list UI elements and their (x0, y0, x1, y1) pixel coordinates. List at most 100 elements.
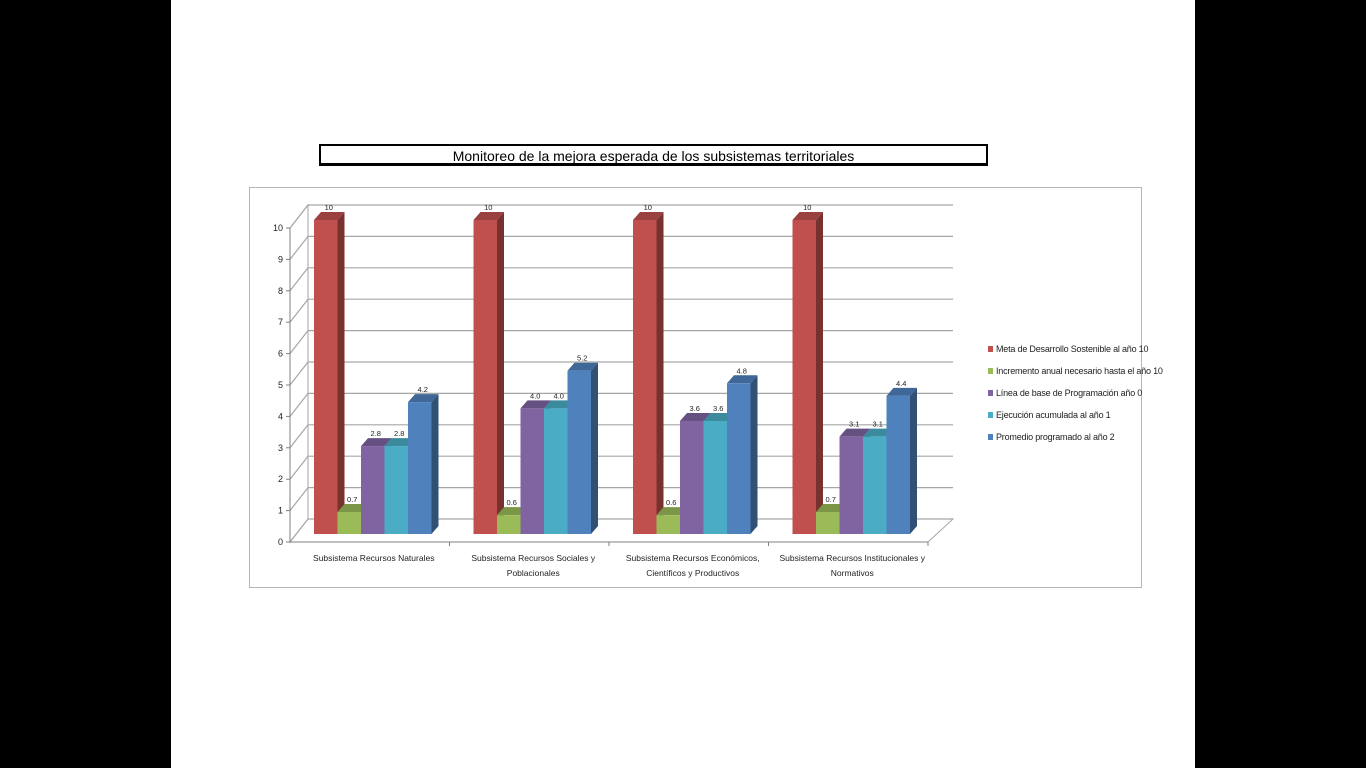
data-label: 4.8 (737, 366, 747, 375)
gridline-depth (289, 487, 309, 511)
bar-top (656, 507, 687, 516)
y-tick-label: 4 (278, 411, 283, 421)
bar (337, 512, 361, 534)
legend-item: Meta de Desarrollo Sostenible al año 10 (988, 338, 1149, 360)
data-label: 3.6 (690, 404, 700, 413)
bar-side (656, 212, 664, 534)
bar-side (337, 212, 345, 534)
bar (384, 446, 408, 534)
bar-side (591, 362, 598, 534)
bar-side (497, 212, 504, 534)
gridline-depth (289, 361, 309, 386)
bar-side (431, 394, 439, 534)
slide: Monitoreo de la mejora esperada de los s… (171, 0, 1195, 768)
bar-top (314, 212, 345, 220)
bar (792, 220, 816, 534)
y-tick-label: 3 (278, 443, 283, 453)
bar-top (497, 507, 528, 516)
bar (656, 515, 680, 534)
gridline-depth (289, 298, 309, 323)
legend-item: Promedio programado al año 2 (988, 426, 1142, 448)
legend-swatch (988, 412, 993, 418)
data-label: 10 (325, 203, 333, 212)
gridline-depth (289, 236, 309, 260)
bar (680, 420, 704, 534)
data-label: 4.0 (554, 391, 564, 400)
data-label: 3.6 (713, 404, 723, 413)
y-tick-label: 10 (273, 223, 283, 233)
bar-side (816, 212, 823, 534)
data-label: 2.8 (394, 429, 404, 438)
bar-top (633, 212, 664, 220)
bar-chart: 0 1 2 3 4 5 6 7 8 9 10 10 0.7 2.8 2.8 4.2 Subsistema Rec… (273, 203, 955, 578)
bar (886, 395, 910, 534)
x-tick-label: Subsistema Recursos Sociales y (471, 553, 596, 563)
bar (633, 220, 657, 534)
bar-top (703, 412, 734, 421)
bar-top (361, 438, 392, 447)
legend-swatch (988, 346, 993, 352)
bar (473, 220, 497, 534)
bar (497, 515, 521, 534)
bar (839, 436, 863, 534)
data-label: 0.6 (507, 498, 517, 507)
bar-top (816, 504, 847, 513)
bar-top (408, 394, 439, 403)
bar (863, 436, 887, 534)
legend-swatch (988, 434, 993, 440)
bar (520, 408, 544, 534)
data-label: 10 (803, 203, 811, 212)
data-label: 4.4 (896, 379, 906, 388)
bar-top (727, 375, 758, 384)
chart-title: Monitoreo de la mejora esperada de los s… (319, 144, 988, 166)
bar (408, 402, 432, 534)
y-tick-label: 7 (278, 317, 283, 327)
y-tick-label: 2 (278, 474, 283, 484)
x-tick-label: Subsistema Recursos Institucionales y (779, 553, 925, 563)
x-tick-label: Subsistema Recursos Naturales (313, 553, 434, 563)
y-tick-label: 0 (278, 537, 283, 547)
bar-top (839, 428, 870, 437)
legend-label: Promedio programado al año 2 (996, 432, 1115, 442)
bar-top (544, 400, 575, 409)
legend-swatch (988, 368, 993, 374)
legend-swatch (988, 390, 993, 396)
y-tick-label: 6 (278, 349, 283, 359)
data-label: 2.8 (371, 429, 381, 438)
bar-top (337, 504, 368, 513)
gridline-depth (289, 393, 309, 417)
legend-label: Incremento anual necesario hasta el año … (996, 366, 1163, 376)
legend-item: Incremento anual necesario hasta el año … (988, 360, 1163, 382)
x-tick-label: Poblacionales (507, 568, 560, 578)
bar-side (910, 387, 917, 534)
data-label: 0.6 (666, 498, 676, 507)
bar (727, 383, 751, 534)
bar-top (567, 362, 598, 371)
bar-top (384, 438, 415, 447)
y-tick-label: 5 (278, 380, 283, 390)
gridline-depth (289, 267, 309, 292)
legend-item: Línea de base de Programación año 0 (988, 382, 1142, 404)
bar-top (886, 387, 917, 396)
x-tick-label: Científicos y Productivos (646, 568, 739, 578)
gridline-depth (289, 330, 309, 354)
bar (544, 408, 568, 534)
gridline-depth (289, 204, 309, 229)
bar-top (792, 212, 823, 220)
gridline-depth (289, 455, 309, 480)
chart-area: 0 1 2 3 4 5 6 7 8 9 10 10 0.7 2.8 2.8 4.2 Subsistema Rec… (249, 187, 1163, 588)
bar-top (520, 400, 551, 409)
legend-item: Ejecución acumulada al año 1 (988, 404, 1142, 426)
gridline-depth (289, 518, 309, 543)
bar (816, 512, 840, 534)
x-tick-label: Subsistema Recursos Económicos, (626, 553, 760, 563)
y-tick-label: 1 (278, 506, 283, 516)
y-tick-label: 8 (278, 286, 283, 296)
x-tick-label: Normativos (831, 568, 874, 578)
data-label: 3.1 (849, 420, 859, 429)
data-label: 4.0 (530, 391, 540, 400)
gridline-depth (289, 424, 309, 449)
data-label: 0.7 (347, 495, 357, 504)
bar (361, 446, 385, 534)
legend-label: Meta de Desarrollo Sostenible al año 10 (996, 344, 1149, 354)
